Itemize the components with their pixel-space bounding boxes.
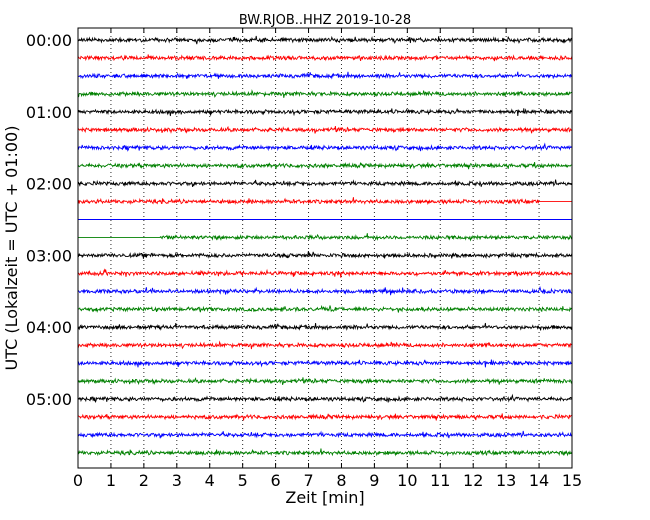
trace-layer [77, 35, 573, 457]
seismic-trace [77, 359, 572, 368]
x-tick-label: 12 [463, 471, 483, 490]
seismic-trace [77, 89, 573, 98]
seismic-trace [77, 285, 573, 296]
seismic-trace [77, 304, 573, 314]
x-tick-label: 15 [562, 471, 582, 490]
x-tick-label: 13 [496, 471, 516, 490]
x-tick-label: 2 [139, 471, 149, 490]
x-tick-label: 3 [172, 471, 182, 490]
x-tick-label: 6 [271, 471, 281, 490]
y-tick-label: 03:00 [26, 246, 72, 265]
x-tick-label: 9 [369, 471, 379, 490]
y-tick-label: 02:00 [26, 175, 72, 194]
seismic-trace [77, 251, 573, 260]
x-tick-label: 11 [430, 471, 450, 490]
seismic-trace [77, 430, 573, 439]
seismic-trace [77, 71, 572, 80]
seismic-trace [77, 142, 573, 152]
seismic-trace [77, 179, 573, 188]
seismic-trace [77, 197, 572, 206]
seismic-trace [77, 125, 573, 134]
seismic-trace [77, 448, 573, 457]
chart-title: BW.RJOB..HHZ 2019-10-28 [239, 13, 411, 28]
x-tick-label: 4 [205, 471, 215, 490]
y-tick-label: 05:00 [26, 390, 72, 409]
seismic-trace [77, 413, 572, 421]
x-tick-label: 7 [303, 471, 313, 490]
x-tick-label: 10 [397, 471, 417, 490]
x-axis-label: Zeit [min] [285, 488, 364, 507]
x-tick-label: 8 [336, 471, 346, 490]
seismic-trace [77, 35, 572, 45]
x-tick-label: 14 [529, 471, 549, 490]
seismic-trace [77, 377, 573, 386]
tick-layer [77, 28, 573, 468]
y-tick-label: 04:00 [26, 318, 72, 337]
x-tick-label: 1 [106, 471, 116, 490]
seismic-trace [77, 108, 573, 117]
seismic-trace [77, 393, 572, 404]
seismic-trace [77, 268, 573, 278]
plot-frame [77, 27, 573, 469]
y-axis-label: UTC (Lokalzeit = UTC + 01:00) [2, 126, 21, 371]
seismic-trace [78, 233, 573, 242]
y-tick-label: 00:00 [26, 31, 72, 50]
tick-label-layer: 0 1 2 3 4 5 6 7 8 9 10 11 12 13 14 1500:0001:0002:0003:… [26, 31, 582, 490]
seismic-trace [77, 322, 573, 331]
y-tick-label: 01:00 [26, 103, 72, 122]
seismic-trace [77, 340, 573, 350]
x-tick-label: 0 [73, 471, 83, 490]
x-tick-label: 5 [238, 471, 248, 490]
grid-layer [110, 28, 540, 468]
seismic-trace [77, 54, 573, 62]
seismic-trace [77, 161, 572, 170]
